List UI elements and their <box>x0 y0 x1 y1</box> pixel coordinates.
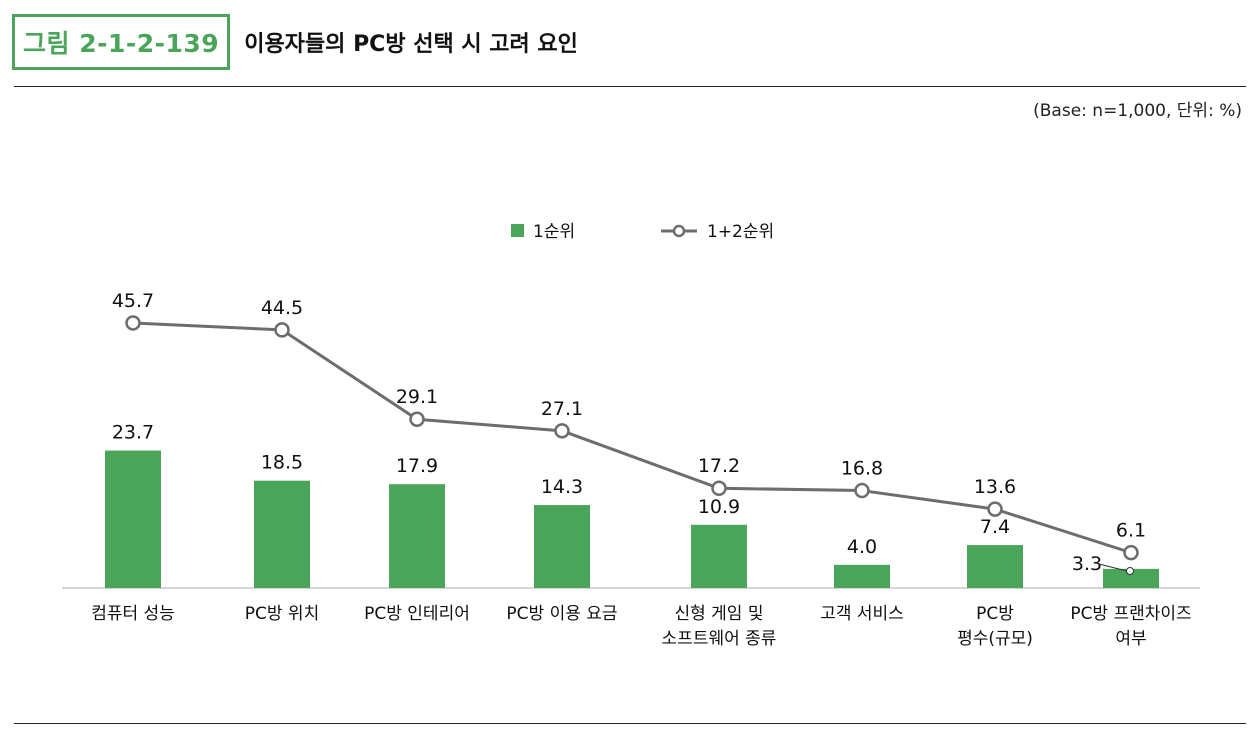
figure-title: 이용자들의 PC방 선택 시 고려 요인 <box>244 32 578 57</box>
line-value-label: 6.1 <box>1116 520 1146 542</box>
bar-value-label: 18.5 <box>261 452 303 474</box>
line-path <box>132 321 1132 555</box>
bar <box>534 505 590 588</box>
figure-header: 그림 2-1-2-139 이용자들의 PC방 선택 시 고려 요인 <box>12 14 578 70</box>
line-point <box>854 482 870 499</box>
line-point <box>711 480 727 496</box>
legend-line-marker <box>672 224 686 238</box>
bar-value-label: 10.9 <box>698 496 740 518</box>
x-tick-label: 여부 <box>1115 629 1146 649</box>
x-tick-label: 컴퓨터 성능 <box>91 604 175 624</box>
legend-bar-label: 1순위 <box>533 222 575 242</box>
bar-series <box>105 450 1159 588</box>
data-labels: 23.7 18.5 17.9 14.3 10.9 4.0 7.4 3.3 45.7 44.5 29.… <box>112 290 1146 575</box>
legend-bar-swatch <box>511 224 524 237</box>
bar <box>1103 568 1159 588</box>
line-series <box>125 315 1139 561</box>
top-rule <box>14 86 1246 87</box>
bar-value-label: 14.3 <box>541 476 583 498</box>
x-tick-label: PC방 이용 요금 <box>506 604 617 624</box>
line-value-label: 29.1 <box>396 386 438 408</box>
bar <box>967 545 1023 588</box>
line-point <box>125 315 141 331</box>
x-tick-label: 고객 서비스 <box>820 604 904 624</box>
legend-line-label: 1+2순위 <box>707 222 774 242</box>
bar <box>254 480 310 588</box>
line-value-label: 16.8 <box>841 458 883 480</box>
bar-value-label: 7.4 <box>980 516 1010 538</box>
line-point <box>1123 544 1139 561</box>
bar <box>389 484 445 588</box>
base-note: (Base: n=1,000, 단위: %) <box>1033 101 1242 121</box>
line-value-label: 13.6 <box>974 476 1016 498</box>
chart-legend: 1순위 1+2순위 <box>511 222 774 242</box>
label-leader-dot <box>1126 567 1134 575</box>
x-tick-label: 평수(규모) <box>957 629 1033 649</box>
bar <box>105 450 161 588</box>
figure-number-badge: 그림 2-1-2-139 <box>12 14 231 70</box>
bar-value-label: 3.3 <box>1072 553 1102 575</box>
bar-value-label: 17.9 <box>396 455 438 477</box>
x-tick-label: PC방 인테리어 <box>364 604 470 624</box>
x-tick-label: PC방 프랜차이즈 <box>1070 604 1191 624</box>
label-leader <box>1098 563 1128 572</box>
x-tick-labels: 컴퓨터 성능 PC방 위치 PC방 인테리어 PC방 이용 요금 신형 게임 및소프트웨… <box>91 604 1191 649</box>
bottom-rule <box>14 723 1246 724</box>
x-tick-label: PC방 위치 <box>245 604 319 624</box>
line-point <box>409 411 425 427</box>
x-tick-label: 소프트웨어 종류 <box>662 629 777 649</box>
line-value-label: 27.1 <box>541 398 583 420</box>
line-value-label: 17.2 <box>698 455 740 477</box>
bar <box>691 524 747 588</box>
line-point <box>274 322 290 338</box>
bar <box>834 564 890 588</box>
x-tick-label: PC방 <box>976 604 1014 624</box>
line-value-label: 44.5 <box>261 297 303 319</box>
bar-value-label: 4.0 <box>847 536 877 558</box>
line-value-label: 45.7 <box>112 290 154 312</box>
line-point <box>987 501 1003 517</box>
x-tick-label: 신형 게임 및 <box>674 604 763 624</box>
line-point <box>554 423 570 439</box>
bar-value-label: 23.7 <box>112 422 154 444</box>
